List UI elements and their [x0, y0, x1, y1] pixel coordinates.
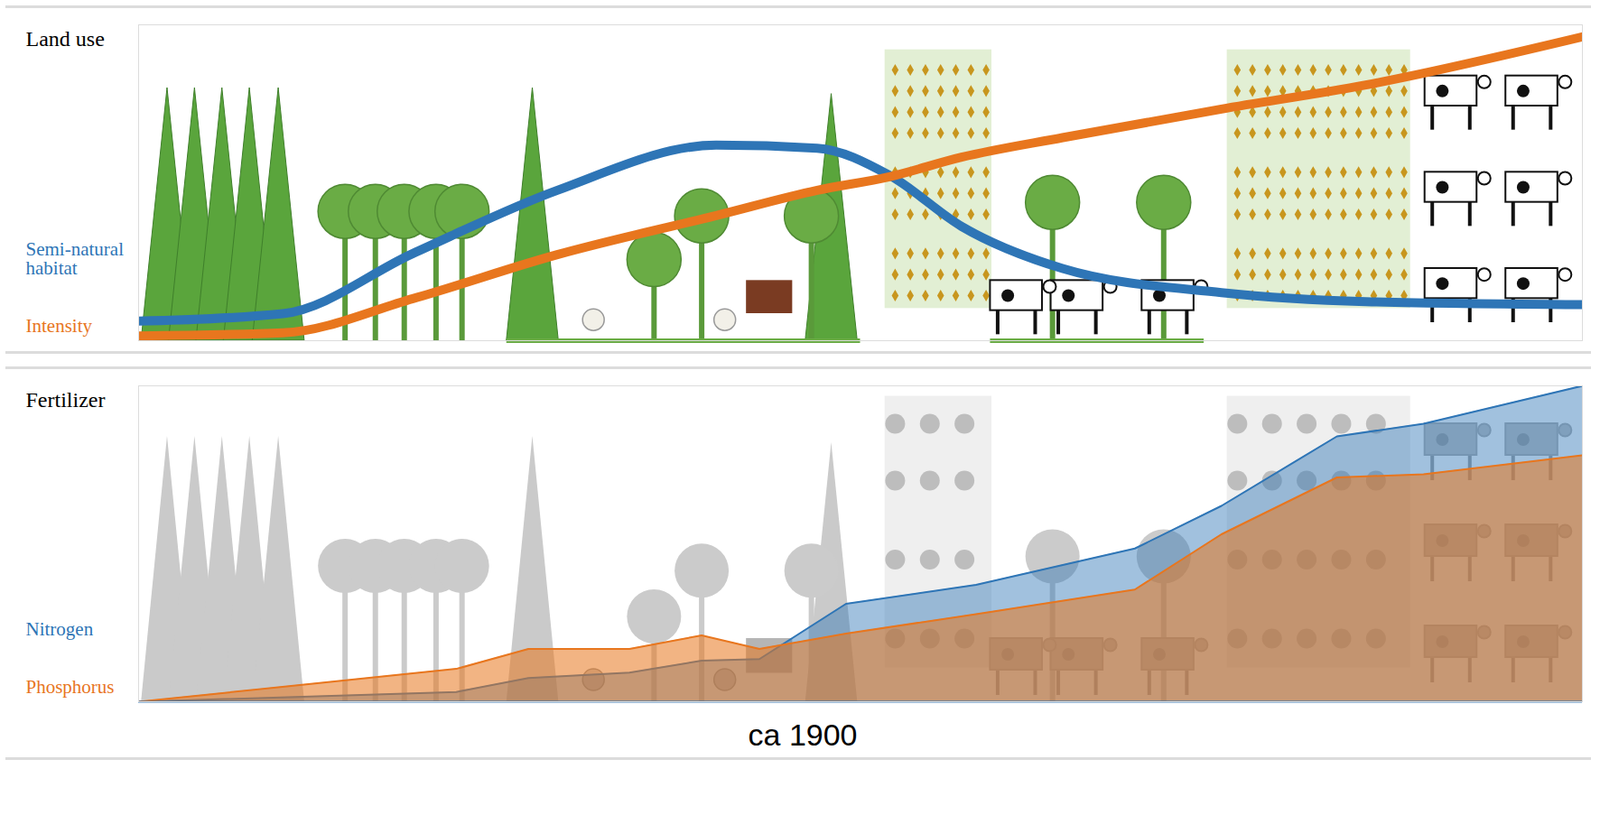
svg-text:Nitrogen: Nitrogen [26, 618, 94, 641]
svg-text:Semi-naturalhabitat: Semi-naturalhabitat [26, 238, 125, 280]
svg-text:Land use: Land use [26, 27, 105, 51]
svg-text:Intensity: Intensity [26, 315, 94, 337]
svg-text:Phosphorus: Phosphorus [26, 676, 115, 698]
svg-text:Fertilizer: Fertilizer [26, 388, 106, 412]
svg-text:ca 1900: ca 1900 [748, 717, 858, 753]
